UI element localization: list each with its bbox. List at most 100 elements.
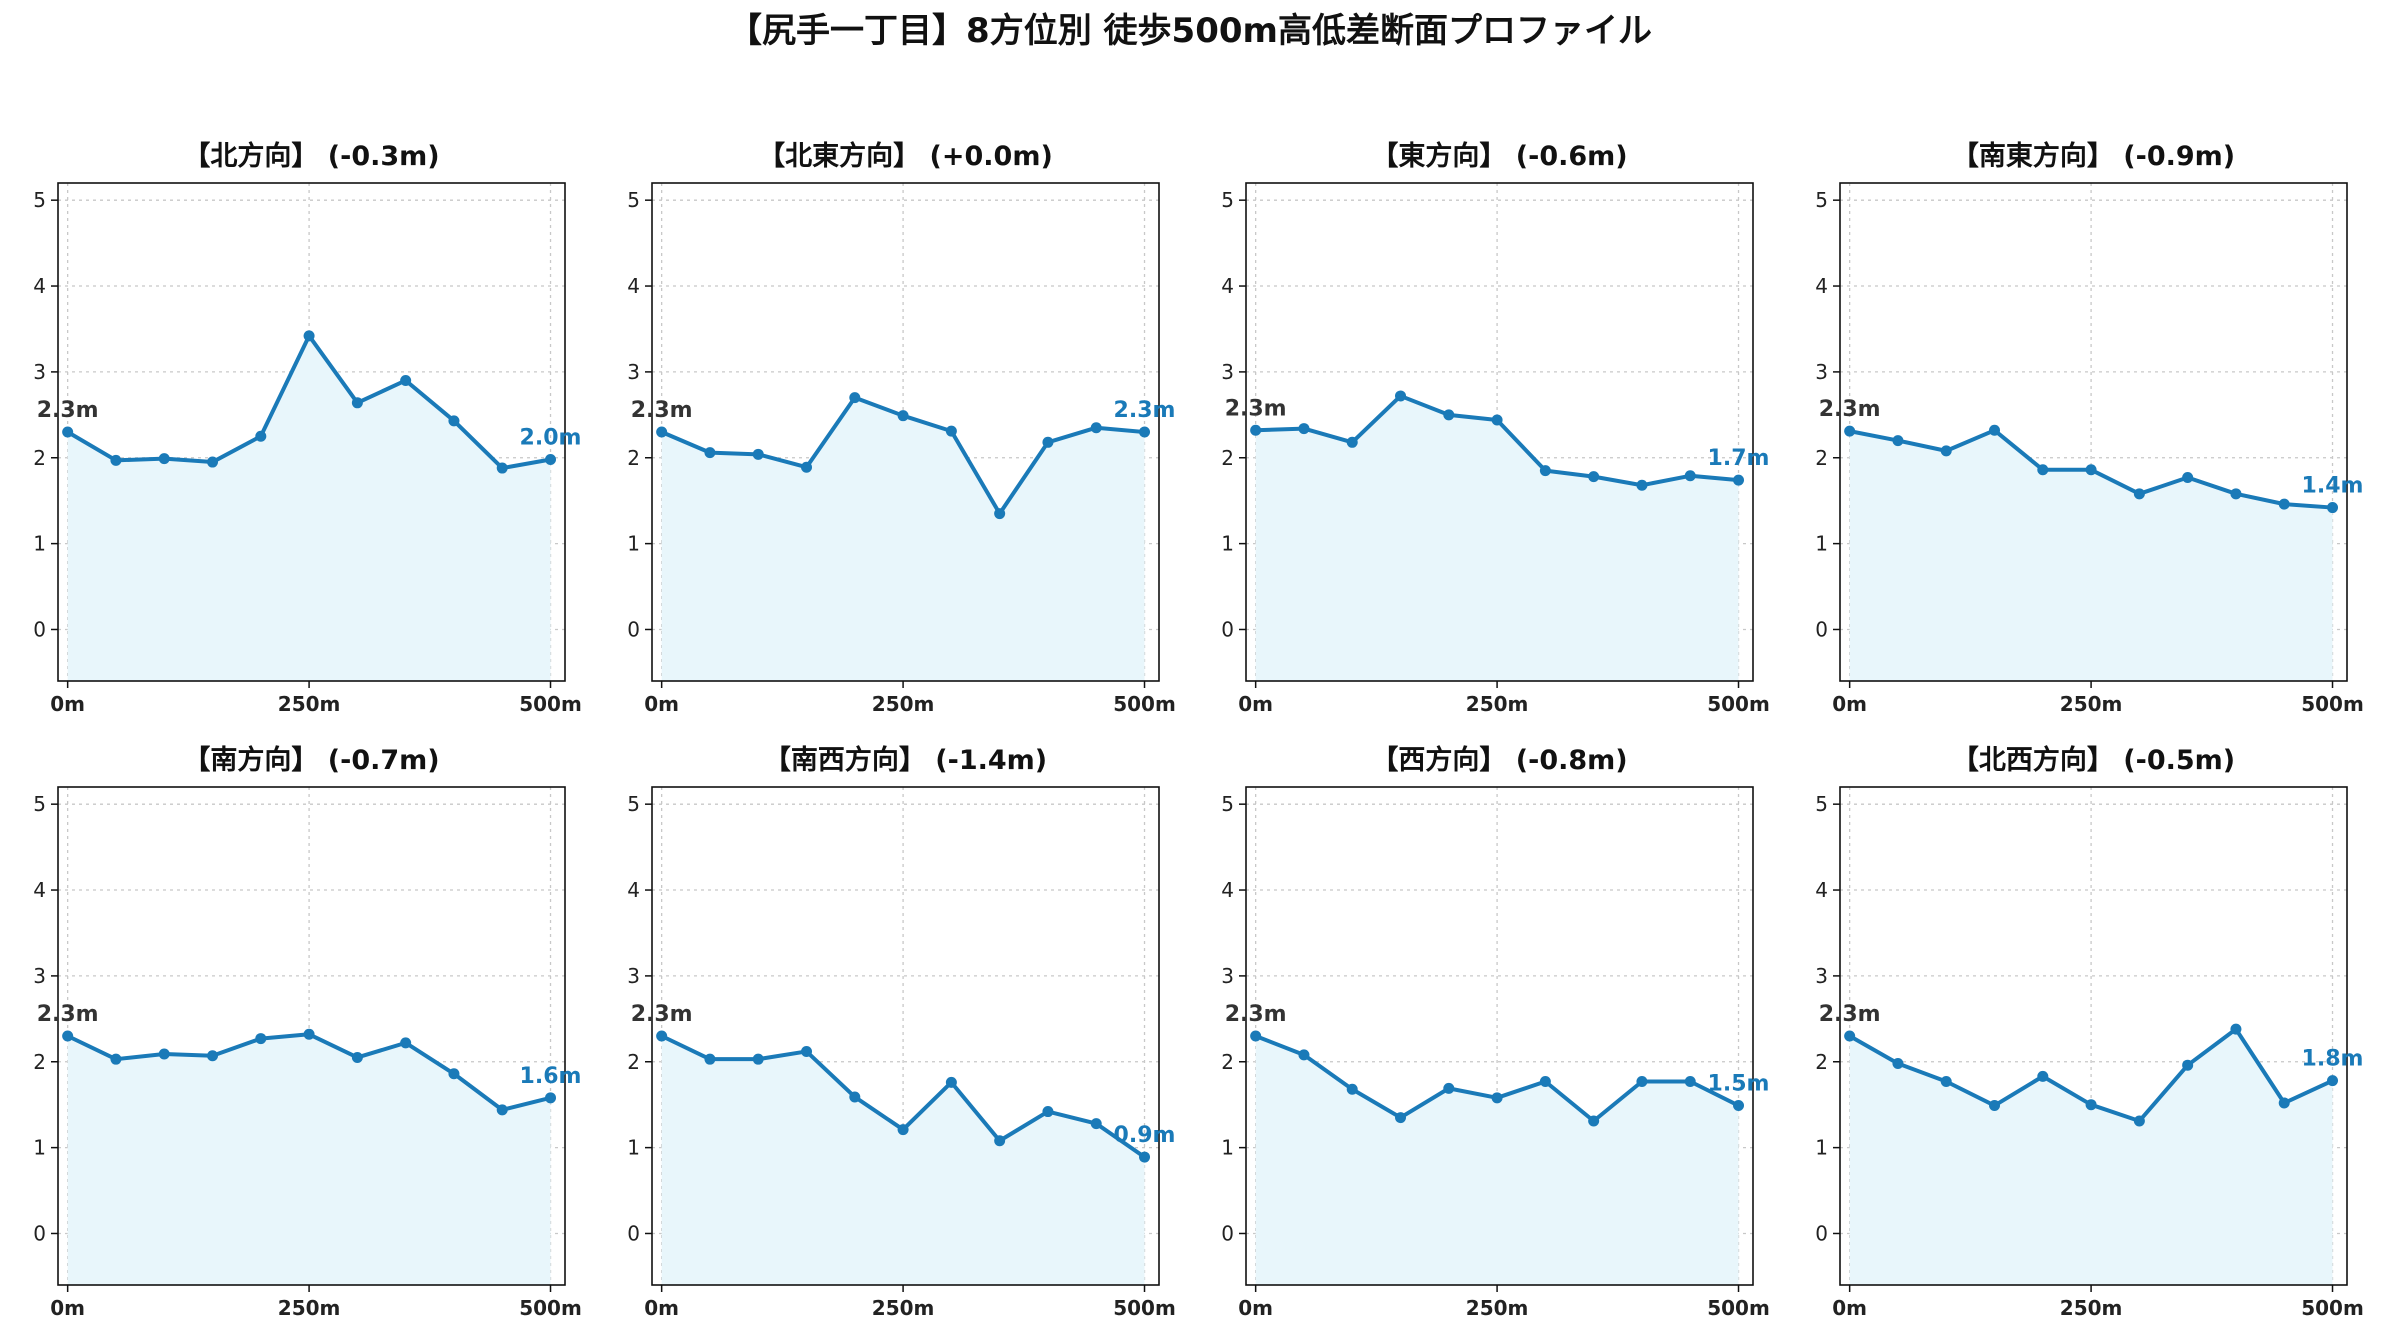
data-point [545, 1092, 557, 1104]
data-point [2327, 1075, 2339, 1087]
data-point [1844, 425, 1856, 437]
data-point [849, 1091, 861, 1103]
x-tick-label: 500m [519, 1296, 582, 1320]
x-tick-label: 500m [1113, 1296, 1176, 1320]
data-point [1892, 1057, 1904, 1069]
data-point [496, 1104, 508, 1116]
y-tick-label: 4 [627, 274, 640, 298]
data-point [752, 448, 764, 460]
data-point [496, 462, 508, 474]
y-tick-label: 2 [1815, 1050, 1828, 1074]
x-tick-label: 250m [278, 1296, 341, 1320]
data-point [1346, 1083, 1358, 1095]
plot-frame [1245, 182, 1754, 682]
data-point [656, 426, 668, 438]
data-point [255, 1033, 267, 1045]
data-point [945, 1076, 957, 1088]
data-point [1636, 1076, 1648, 1088]
data-point [994, 508, 1006, 520]
data-point [1539, 1076, 1551, 1088]
data-point [752, 1053, 764, 1065]
data-point [400, 1037, 412, 1049]
end-elevation-label: 1.6m [520, 1064, 582, 1089]
plot-frame [651, 182, 1160, 682]
data-point [1443, 1082, 1455, 1094]
panel-title: 【南東方向】 (-0.9m) [1952, 140, 2235, 172]
y-tick-label: 3 [1815, 360, 1828, 384]
start-elevation-label: 2.3m [1225, 1002, 1287, 1027]
x-tick-label: 0m [1832, 692, 1867, 716]
x-tick-label: 0m [644, 692, 679, 716]
panel-title: 【北西方向】 (-0.5m) [1952, 744, 2235, 776]
y-tick-label: 3 [33, 964, 46, 988]
elevation-area [1849, 1029, 2333, 1285]
y-tick-label: 4 [33, 878, 46, 902]
y-tick-label: 3 [1221, 360, 1234, 384]
chart-panel: 【北東方向】 (+0.0m) 0 1 2 3 4 5 0m 250m 500m 2.3m 2.3m [627, 140, 1176, 716]
data-point [1892, 435, 1904, 447]
x-tick-label: 500m [1113, 692, 1176, 716]
data-point [2133, 1115, 2145, 1127]
data-point [1684, 1076, 1696, 1088]
y-tick-label: 0 [33, 1221, 46, 1245]
data-point [994, 1135, 1006, 1147]
x-tick-label: 500m [519, 692, 582, 716]
data-point [1491, 414, 1503, 426]
elevation-area [1255, 1036, 1739, 1285]
data-point [1539, 465, 1551, 477]
data-point [897, 1124, 909, 1136]
data-point [1491, 1092, 1503, 1104]
chart-panel: 【東方向】 (-0.6m) 0 1 2 3 4 5 0m 250m 500m 2.3m 1.7m [1221, 140, 1770, 716]
end-elevation-label: 0.9m [1114, 1123, 1176, 1148]
elevation-area [661, 397, 1145, 681]
y-tick-label: 0 [627, 1221, 640, 1245]
start-elevation-label: 2.3m [631, 1002, 693, 1027]
x-tick-label: 500m [1707, 692, 1770, 716]
y-tick-label: 5 [33, 792, 46, 816]
data-point [2085, 464, 2097, 476]
chart-panel: 【南東方向】 (-0.9m) 0 1 2 3 4 5 0m 250m 500m 2.3m 1.4m [1815, 140, 2364, 716]
x-tick-label: 0m [50, 692, 85, 716]
data-point [1139, 1151, 1151, 1163]
elevation-area [1849, 430, 2333, 681]
data-point [656, 1030, 668, 1042]
x-tick-label: 0m [1238, 692, 1273, 716]
chart-panel: 【北方向】 (-0.3m) 0 1 2 3 4 5 0m 250m 500m 2.3m 2.0m [33, 140, 582, 716]
x-tick-label: 250m [1466, 692, 1529, 716]
panel-title: 【南方向】 (-0.7m) [183, 744, 439, 776]
data-point [158, 1048, 170, 1060]
y-tick-label: 4 [1221, 274, 1234, 298]
data-point [2182, 1059, 2194, 1071]
data-point [1346, 436, 1358, 448]
start-elevation-label: 2.3m [37, 398, 99, 423]
y-tick-label: 3 [1815, 964, 1828, 988]
y-tick-label: 2 [627, 1050, 640, 1074]
y-tick-label: 2 [33, 446, 46, 470]
y-tick-label: 5 [1221, 792, 1234, 816]
x-tick-label: 250m [872, 692, 935, 716]
data-point [2037, 464, 2049, 476]
data-point [1298, 1049, 1310, 1061]
data-point [1042, 1106, 1054, 1118]
data-point [1588, 1115, 1600, 1127]
elevation-area [661, 1036, 1145, 1285]
data-point [1733, 1100, 1745, 1112]
y-tick-label: 3 [1221, 964, 1234, 988]
chart-panel: 【西方向】 (-0.8m) 0 1 2 3 4 5 0m 250m 500m 2.3m 1.5m [1221, 744, 1770, 1320]
x-tick-label: 0m [1238, 1296, 1273, 1320]
data-point [1250, 1030, 1262, 1042]
data-point [255, 430, 267, 442]
end-elevation-label: 2.3m [1114, 398, 1176, 423]
figure-title: 【尻手一丁目】8方位別 徒歩500m高低差断面プロファイル [728, 11, 1652, 51]
start-elevation-label: 2.3m [631, 398, 693, 423]
data-point [704, 1053, 716, 1065]
end-elevation-label: 1.8m [2302, 1047, 2364, 1072]
data-point [110, 1053, 122, 1065]
data-point [448, 415, 460, 427]
y-tick-label: 2 [1221, 1050, 1234, 1074]
end-elevation-label: 2.0m [520, 425, 582, 450]
data-point [545, 453, 557, 465]
x-tick-label: 250m [2060, 692, 2123, 716]
